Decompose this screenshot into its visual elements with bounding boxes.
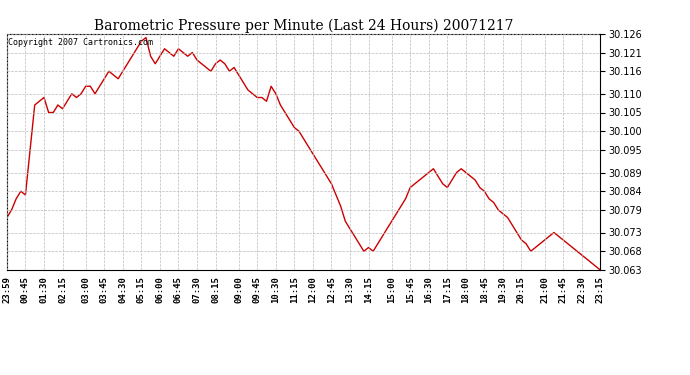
Text: Copyright 2007 Cartronics.com: Copyright 2007 Cartronics.com (8, 39, 153, 48)
Title: Barometric Pressure per Minute (Last 24 Hours) 20071217: Barometric Pressure per Minute (Last 24 … (94, 18, 513, 33)
